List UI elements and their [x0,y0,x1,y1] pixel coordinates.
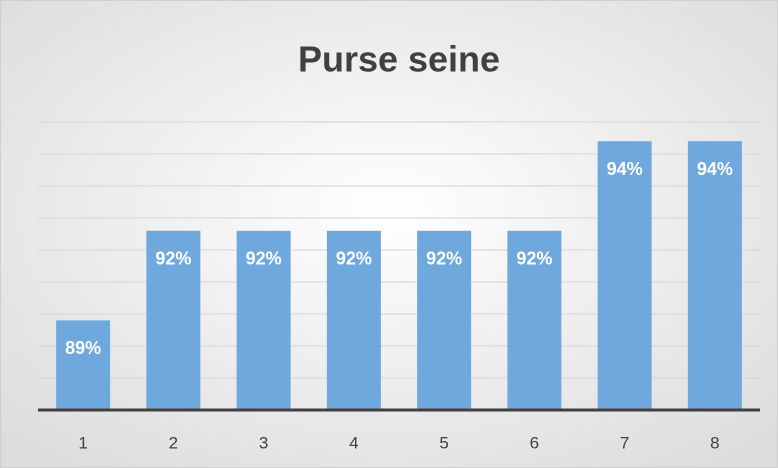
x-tick-label: 6 [530,433,539,452]
x-tick-label: 5 [439,433,448,452]
data-label: 92% [336,249,372,269]
x-tick-label: 8 [710,433,719,452]
data-label: 89% [65,338,101,358]
bar [417,230,472,410]
bar [687,141,742,410]
data-label: 92% [516,249,552,269]
bar [236,230,291,410]
bar [146,230,201,410]
data-label: 92% [246,249,282,269]
x-tick-label: 4 [349,433,358,452]
x-tick-label: 2 [169,433,178,452]
data-label: 92% [155,249,191,269]
data-label: 94% [607,159,643,179]
x-tick-label: 1 [78,433,87,452]
data-label: 92% [426,249,462,269]
bar [326,230,381,410]
bar [597,141,652,410]
x-tick-label: 7 [620,433,629,452]
bar [56,320,111,410]
data-label: 94% [697,159,733,179]
chart-title: Purse seine [298,39,500,80]
bar [507,230,562,410]
x-tick-label: 3 [259,433,268,452]
